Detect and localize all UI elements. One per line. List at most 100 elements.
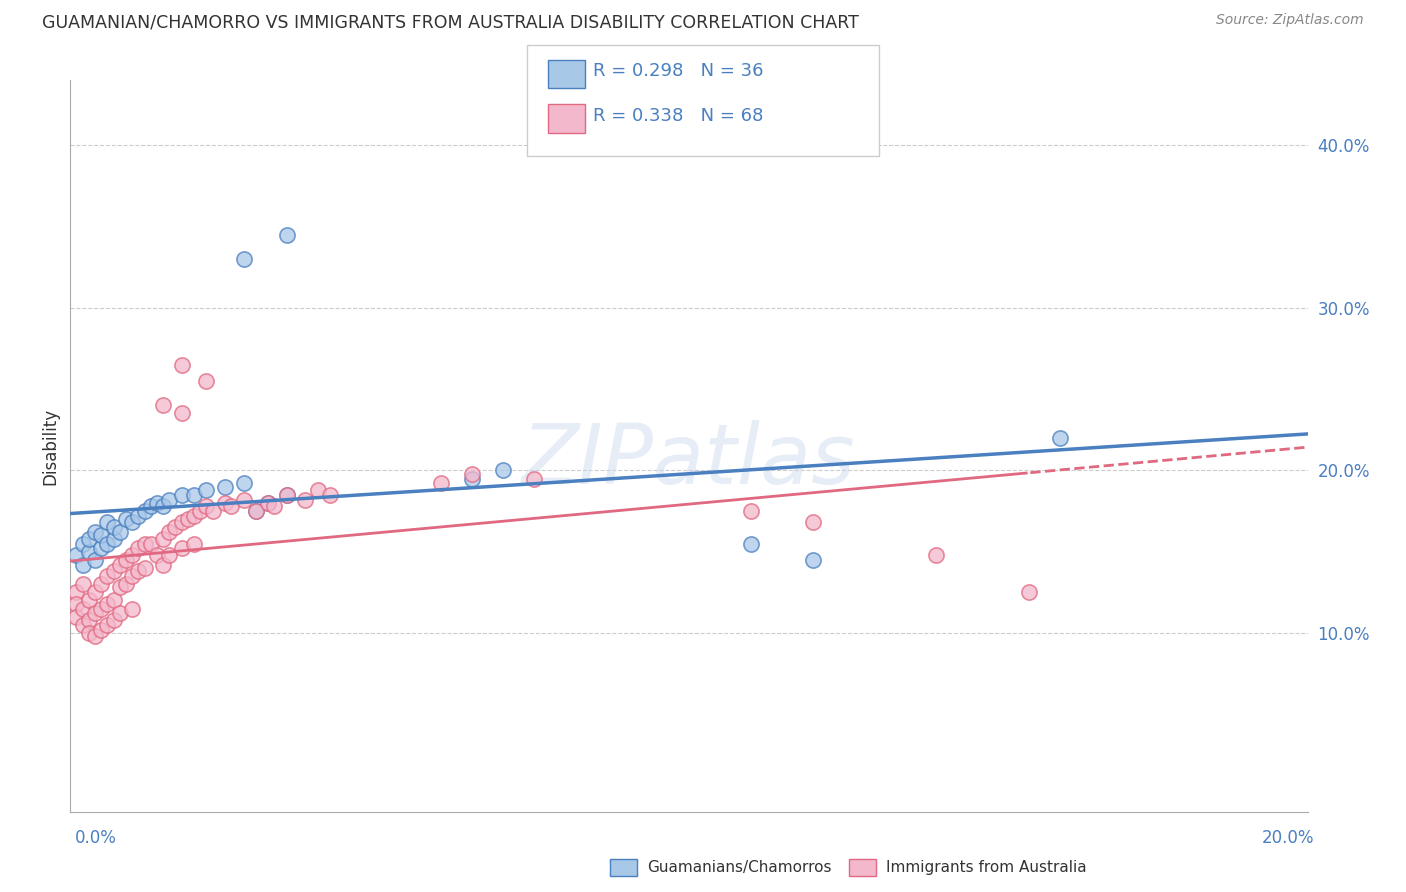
Point [127, 541, 149, 556]
Point [177, 512, 200, 526]
Point [96, 597, 118, 611]
Point [77, 532, 100, 546]
Point [183, 488, 205, 502]
Point [115, 577, 138, 591]
Point [152, 532, 174, 546]
Point [461, 471, 484, 485]
Point [740, 536, 762, 550]
Point [121, 516, 143, 530]
Point [90, 541, 112, 556]
Point [319, 488, 342, 502]
Point [307, 483, 329, 497]
Point [103, 520, 125, 534]
Point [65, 585, 87, 599]
Point [152, 398, 174, 412]
Point [195, 499, 218, 513]
Point [183, 508, 205, 523]
Point [157, 548, 180, 562]
Point [214, 480, 236, 494]
Point [108, 525, 131, 540]
Point [257, 496, 280, 510]
Point [170, 488, 193, 502]
Point [96, 617, 118, 632]
Point [139, 499, 162, 513]
Point [96, 536, 118, 550]
Point [72, 601, 94, 615]
Point [195, 483, 218, 497]
Point [84, 629, 107, 643]
Point [925, 548, 948, 562]
Point [90, 623, 112, 637]
Point [77, 593, 100, 607]
Point [72, 617, 94, 632]
Point [157, 492, 180, 507]
Point [134, 561, 156, 575]
Point [90, 528, 112, 542]
Point [103, 593, 125, 607]
Text: GUAMANIAN/CHAMORRO VS IMMIGRANTS FROM AUSTRALIA DISABILITY CORRELATION CHART: GUAMANIAN/CHAMORRO VS IMMIGRANTS FROM AU… [42, 13, 859, 31]
Point [127, 508, 149, 523]
Point [65, 548, 87, 562]
Point [740, 504, 762, 518]
Point [121, 569, 143, 583]
Point [492, 463, 515, 477]
Point [219, 499, 242, 513]
Point [90, 601, 112, 615]
Point [77, 626, 100, 640]
Point [134, 504, 156, 518]
Point [103, 532, 125, 546]
Point [201, 504, 224, 518]
Point [245, 504, 267, 518]
Point [134, 536, 156, 550]
Point [294, 492, 316, 507]
Point [108, 558, 131, 572]
Point [801, 516, 824, 530]
Text: 20.0%: 20.0% [1263, 829, 1315, 847]
Text: Immigrants from Australia: Immigrants from Australia [886, 860, 1087, 874]
Point [1049, 431, 1071, 445]
Point [276, 227, 298, 242]
Point [152, 499, 174, 513]
Point [276, 488, 298, 502]
Text: R = 0.338   N = 68: R = 0.338 N = 68 [593, 107, 763, 125]
Y-axis label: Disability: Disability [41, 408, 59, 484]
Point [276, 488, 298, 502]
Point [157, 525, 180, 540]
Point [96, 516, 118, 530]
Point [96, 569, 118, 583]
Point [72, 536, 94, 550]
Point [170, 516, 193, 530]
Point [72, 577, 94, 591]
Point [121, 548, 143, 562]
Point [121, 601, 143, 615]
Point [195, 374, 218, 388]
Point [165, 520, 187, 534]
Point [77, 544, 100, 558]
Point [183, 536, 205, 550]
Point [263, 499, 285, 513]
Point [523, 471, 546, 485]
Point [139, 536, 162, 550]
Text: Guamanians/Chamorros: Guamanians/Chamorros [647, 860, 831, 874]
Point [801, 553, 824, 567]
Point [65, 597, 87, 611]
Point [232, 492, 254, 507]
Point [170, 358, 193, 372]
Point [214, 496, 236, 510]
Point [90, 577, 112, 591]
Point [170, 541, 193, 556]
Point [245, 504, 267, 518]
Point [461, 467, 484, 481]
Point [84, 553, 107, 567]
Point [103, 613, 125, 627]
Point [257, 496, 280, 510]
Point [103, 564, 125, 578]
Point [72, 558, 94, 572]
Point [77, 613, 100, 627]
Point [430, 476, 453, 491]
Point [146, 496, 169, 510]
Point [84, 585, 107, 599]
Text: ZIPatlas: ZIPatlas [522, 420, 856, 501]
Point [108, 607, 131, 621]
Point [146, 548, 169, 562]
